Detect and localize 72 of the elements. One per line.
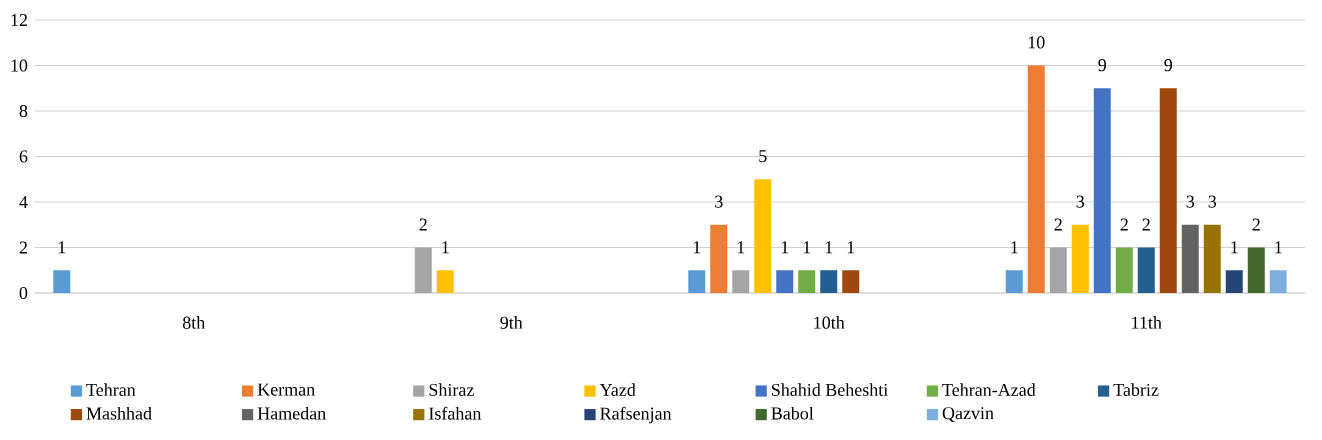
data-label: 1 bbox=[803, 241, 811, 254]
legend-label: Isfahan bbox=[429, 406, 482, 420]
data-label: 2 bbox=[1120, 218, 1128, 231]
y-tick-label: 4 bbox=[19, 196, 28, 208]
bar bbox=[710, 224, 728, 294]
x-tick-label: 8th bbox=[182, 316, 206, 329]
data-label: 2 bbox=[1142, 218, 1150, 231]
bar bbox=[1181, 224, 1199, 294]
bar bbox=[414, 247, 432, 294]
legend-label: Tehran-Azad bbox=[942, 383, 1036, 396]
data-label: 1 bbox=[58, 241, 66, 254]
bar bbox=[688, 270, 706, 294]
legend-label: Kerman bbox=[257, 383, 315, 396]
y-tick-label: 10 bbox=[11, 59, 28, 72]
legend-label: Shiraz bbox=[429, 383, 474, 396]
legend-label: Mashhad bbox=[86, 406, 152, 420]
y-tick-label: 0 bbox=[19, 286, 28, 300]
y-tick-label: 2 bbox=[19, 241, 27, 254]
bar bbox=[1071, 224, 1089, 294]
x-tick-label: 11th bbox=[1132, 316, 1162, 329]
data-label: 1 bbox=[847, 241, 855, 254]
data-label: 1 bbox=[825, 241, 833, 254]
bar bbox=[1027, 65, 1045, 294]
data-label: 1 bbox=[1231, 241, 1238, 254]
data-label: 5 bbox=[759, 150, 767, 163]
data-label: 3 bbox=[1208, 195, 1217, 208]
bar bbox=[1225, 270, 1243, 294]
legend-label: Rafsenjan bbox=[600, 406, 672, 424]
bar bbox=[776, 270, 794, 294]
data-label: 2 bbox=[1252, 218, 1260, 231]
bar bbox=[820, 270, 838, 294]
y-tick-label: 8 bbox=[19, 104, 28, 118]
data-label: 1 bbox=[781, 241, 789, 254]
bar bbox=[436, 270, 454, 294]
data-label: 2 bbox=[419, 218, 427, 231]
x-tick-label: 9th bbox=[500, 316, 523, 329]
x-tick-label: 10th bbox=[814, 316, 845, 329]
data-label: 1 bbox=[693, 241, 701, 254]
data-label: 9 bbox=[1098, 59, 1106, 72]
data-label: 1 bbox=[1011, 241, 1018, 254]
data-label: 3 bbox=[1186, 195, 1195, 208]
y-tick-label: 6 bbox=[19, 150, 28, 163]
legend-label: Hamedan bbox=[257, 406, 326, 420]
data-label: 10 bbox=[1028, 36, 1045, 49]
legend-label: Shahid Beheshti bbox=[771, 383, 888, 396]
y-tick-label: 12 bbox=[11, 14, 27, 26]
legend-label: Yazd bbox=[599, 383, 636, 396]
data-label: 1 bbox=[737, 241, 745, 254]
bar bbox=[1203, 224, 1221, 294]
data-label: 3 bbox=[715, 195, 723, 208]
legend-label: Tabriz bbox=[1113, 383, 1159, 396]
bar bbox=[1005, 270, 1023, 294]
bar bbox=[1269, 270, 1287, 294]
bar bbox=[1049, 247, 1067, 294]
bar bbox=[1115, 247, 1133, 294]
bar bbox=[1137, 247, 1155, 294]
bar bbox=[732, 270, 750, 294]
legend-label: Qazvin bbox=[942, 407, 994, 423]
data-label: 1 bbox=[1275, 241, 1282, 254]
bar bbox=[798, 270, 816, 294]
data-label: 2 bbox=[1054, 218, 1062, 231]
bar bbox=[1159, 88, 1177, 294]
bar bbox=[1093, 88, 1111, 294]
bar bbox=[842, 270, 860, 294]
legend-label: Tehran bbox=[86, 383, 136, 396]
data-label: 9 bbox=[1164, 59, 1173, 72]
bar bbox=[1247, 247, 1265, 294]
data-label: 1 bbox=[442, 241, 449, 254]
bar bbox=[53, 270, 71, 294]
legend-label: Babol bbox=[771, 406, 814, 420]
bar bbox=[754, 179, 772, 294]
data-label: 3 bbox=[1076, 195, 1085, 208]
